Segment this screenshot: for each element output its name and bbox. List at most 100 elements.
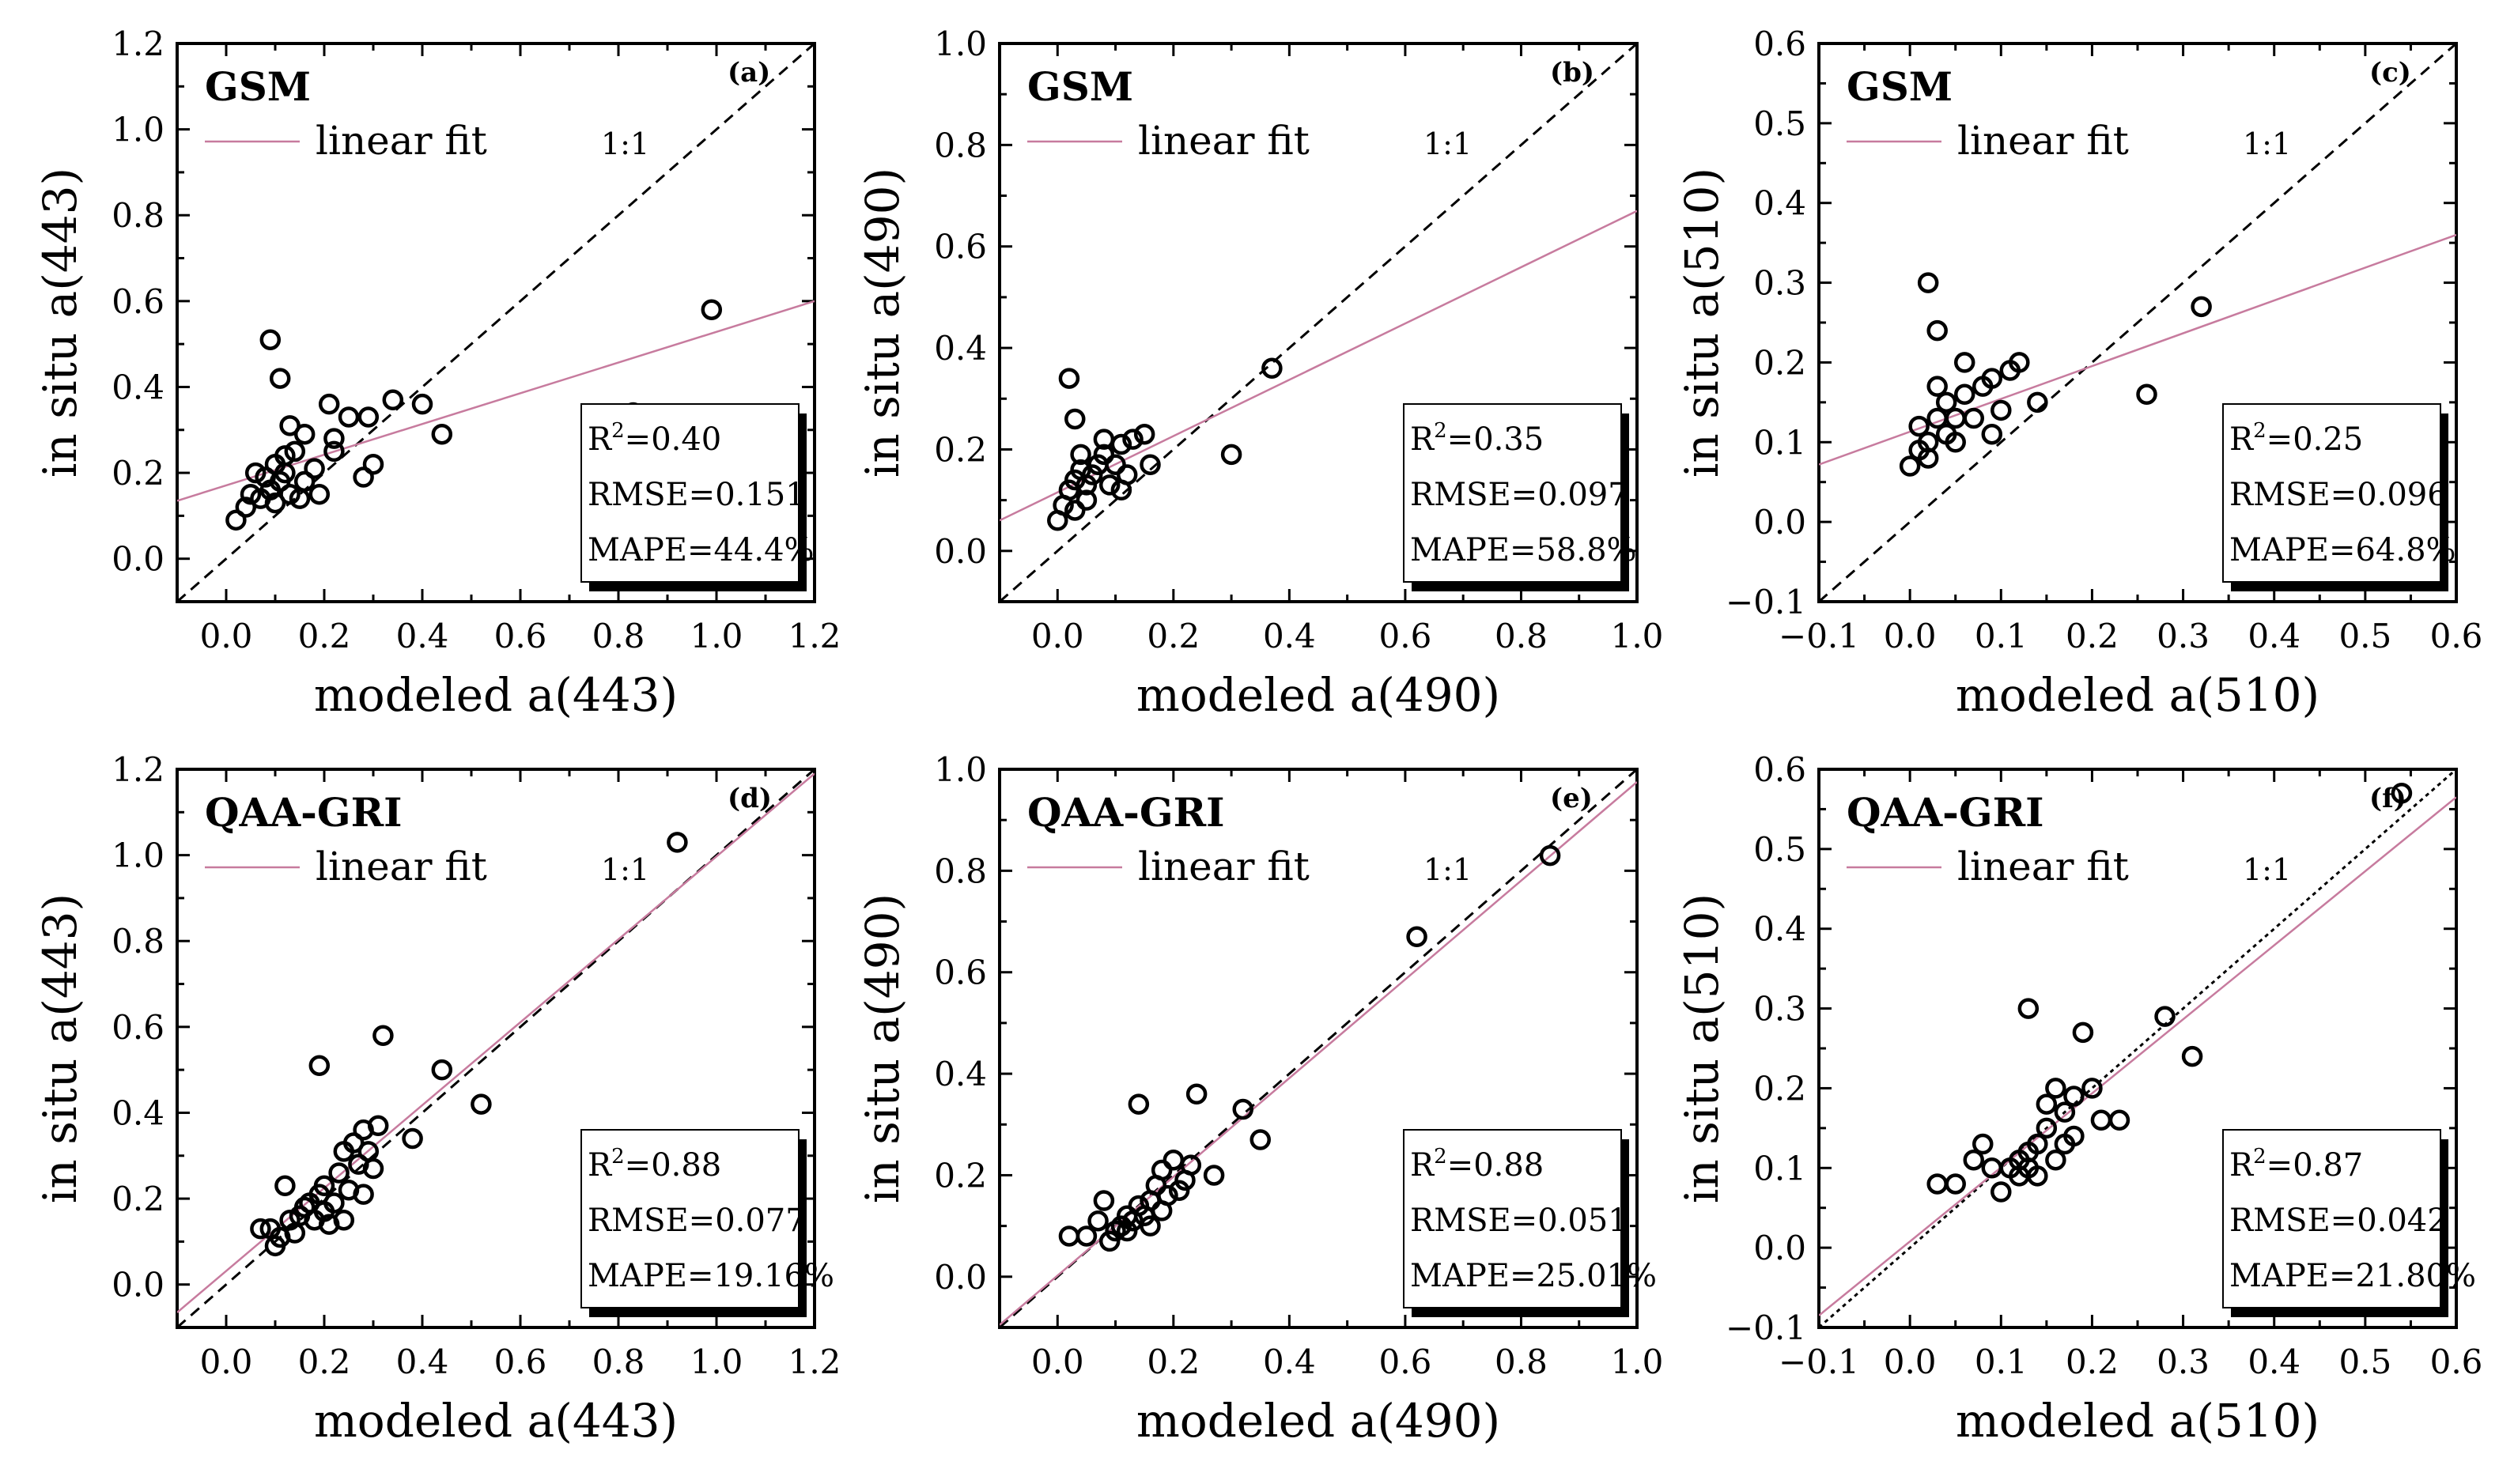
y-tick-label: 1.0 [112,836,164,875]
data-point [323,428,345,449]
data-point [1261,357,1283,379]
stats-rmse: RMSE=0.097 [1410,477,1628,513]
legend-fit-label: linear fit [316,118,487,164]
data-point [308,483,331,505]
y-tick-label: 0.4 [934,329,987,368]
data-point [1157,1184,1178,1206]
y-tick-label: 0.0 [1753,1229,1806,1267]
data-point [328,1162,350,1184]
panel-a: 0.0 0.2 0.4 0.6 0.8 1.0 1.2 0.0 0.2 0.4 0.6 0.8 1.0 1… [33,25,841,722]
x-tick-label: −0.1 [1779,1342,1859,1381]
data-point [1133,423,1155,445]
data-point [357,406,380,428]
data-point [244,462,267,484]
y-tick-label: 0.0 [934,532,987,571]
data-point [1953,383,1975,406]
stats-mape: MAPE=19.16% [588,1258,834,1294]
stats-mape: MAPE=58.8% [1410,532,1637,568]
data-point [2108,1109,2130,1131]
data-point [1087,1210,1109,1232]
data-point [1963,407,1984,429]
x-tick-label: 0.4 [2248,1342,2301,1381]
y-tick-label: 0.3 [1753,990,1806,1029]
x-tick-label: 0.2 [1147,617,1200,655]
data-point [1110,1215,1132,1237]
y-tick-label: 0.6 [1753,750,1806,789]
panel-title: QAA-GRI [1027,789,1225,836]
data-point [2027,391,2048,413]
data-point [240,483,262,505]
x-axis-label: modeled a(443) [314,1394,678,1448]
data-point [2045,1149,2066,1171]
panel-title: QAA-GRI [205,789,403,836]
x-tick-label: 0.5 [2338,617,2391,655]
y-tick-label: 0.2 [934,430,987,469]
data-point [1163,1149,1185,1171]
stats-rmse: RMSE=0.096 [2229,477,2448,513]
x-axis-label: modeled a(510) [1956,1394,2319,1448]
y-tick-label: 0.6 [112,1008,164,1047]
stats-box [1403,1129,1622,1308]
data-point [1098,1230,1121,1252]
data-point [1935,391,1957,413]
data-point [1406,926,1427,948]
stats-mape: MAPE=25.01% [1410,1258,1657,1294]
x-tick-label: 0.6 [1379,617,1432,655]
data-point [293,423,316,445]
x-tick-label: 0.6 [2430,617,2483,655]
data-point [1110,433,1132,455]
panel-letter: (d) [728,783,772,814]
x-tick-label: 0.1 [1975,617,2028,655]
x-axis-label: modeled a(490) [1136,1394,1500,1448]
data-point [382,389,404,411]
one-to-one-label: 1:1 [2243,126,2291,161]
data-point [1220,444,1242,466]
data-point [1081,464,1103,485]
legend-fit-label: linear fit [1957,118,2129,164]
y-tick-label: 0.8 [112,196,164,235]
data-point [2072,1021,2094,1044]
data-point [2009,352,2030,373]
data-point [274,462,296,484]
x-tick-label: 0.3 [2157,617,2210,655]
data-point [1105,454,1126,475]
panel-letter: (c) [2369,57,2411,89]
x-tick-label: 0.5 [2338,1342,2391,1381]
y-axis-label: in situ a(443) [33,893,87,1203]
x-tick-label: 1.0 [690,1342,743,1381]
y-tick-label: 0.0 [934,1258,987,1297]
data-point [2036,1117,2058,1139]
data-point [402,1127,423,1150]
data-point [1116,1220,1138,1242]
panel-title: GSM [1847,63,1953,110]
stats-r2: R2=0.87 [2229,1145,2363,1184]
data-point [1917,447,1939,469]
data-point [1140,454,1161,475]
stats-box [2222,403,2441,583]
panel-letter: (a) [728,57,770,89]
stats-r2: R2=0.40 [588,419,721,458]
data-point [264,492,286,514]
data-point [235,497,257,518]
y-tick-label: 1.0 [112,111,164,149]
data-point [1972,1133,1994,1155]
data-point [1180,1154,1202,1176]
y-tick-label: 0.8 [934,852,987,890]
x-tick-label: 0.0 [1884,1342,1937,1381]
x-tick-label: −0.1 [1779,617,1859,655]
data-point [1185,1083,1208,1105]
stats-r2: R2=0.25 [2229,419,2363,458]
data-point [313,1175,335,1197]
x-tick-label: 0.6 [494,617,547,655]
data-point [2181,1045,2203,1067]
x-tick-label: 1.2 [788,1342,841,1381]
data-point [1076,474,1098,496]
data-point [2036,1093,2058,1115]
data-point [1070,444,1091,466]
data-point [2027,1165,2048,1187]
x-tick-label: 0.6 [2430,1342,2483,1381]
x-tick-label: 0.4 [1263,617,1316,655]
data-point [1232,1098,1253,1120]
x-axis-label: modeled a(443) [314,668,678,722]
y-tick-label: 1.0 [934,750,987,789]
